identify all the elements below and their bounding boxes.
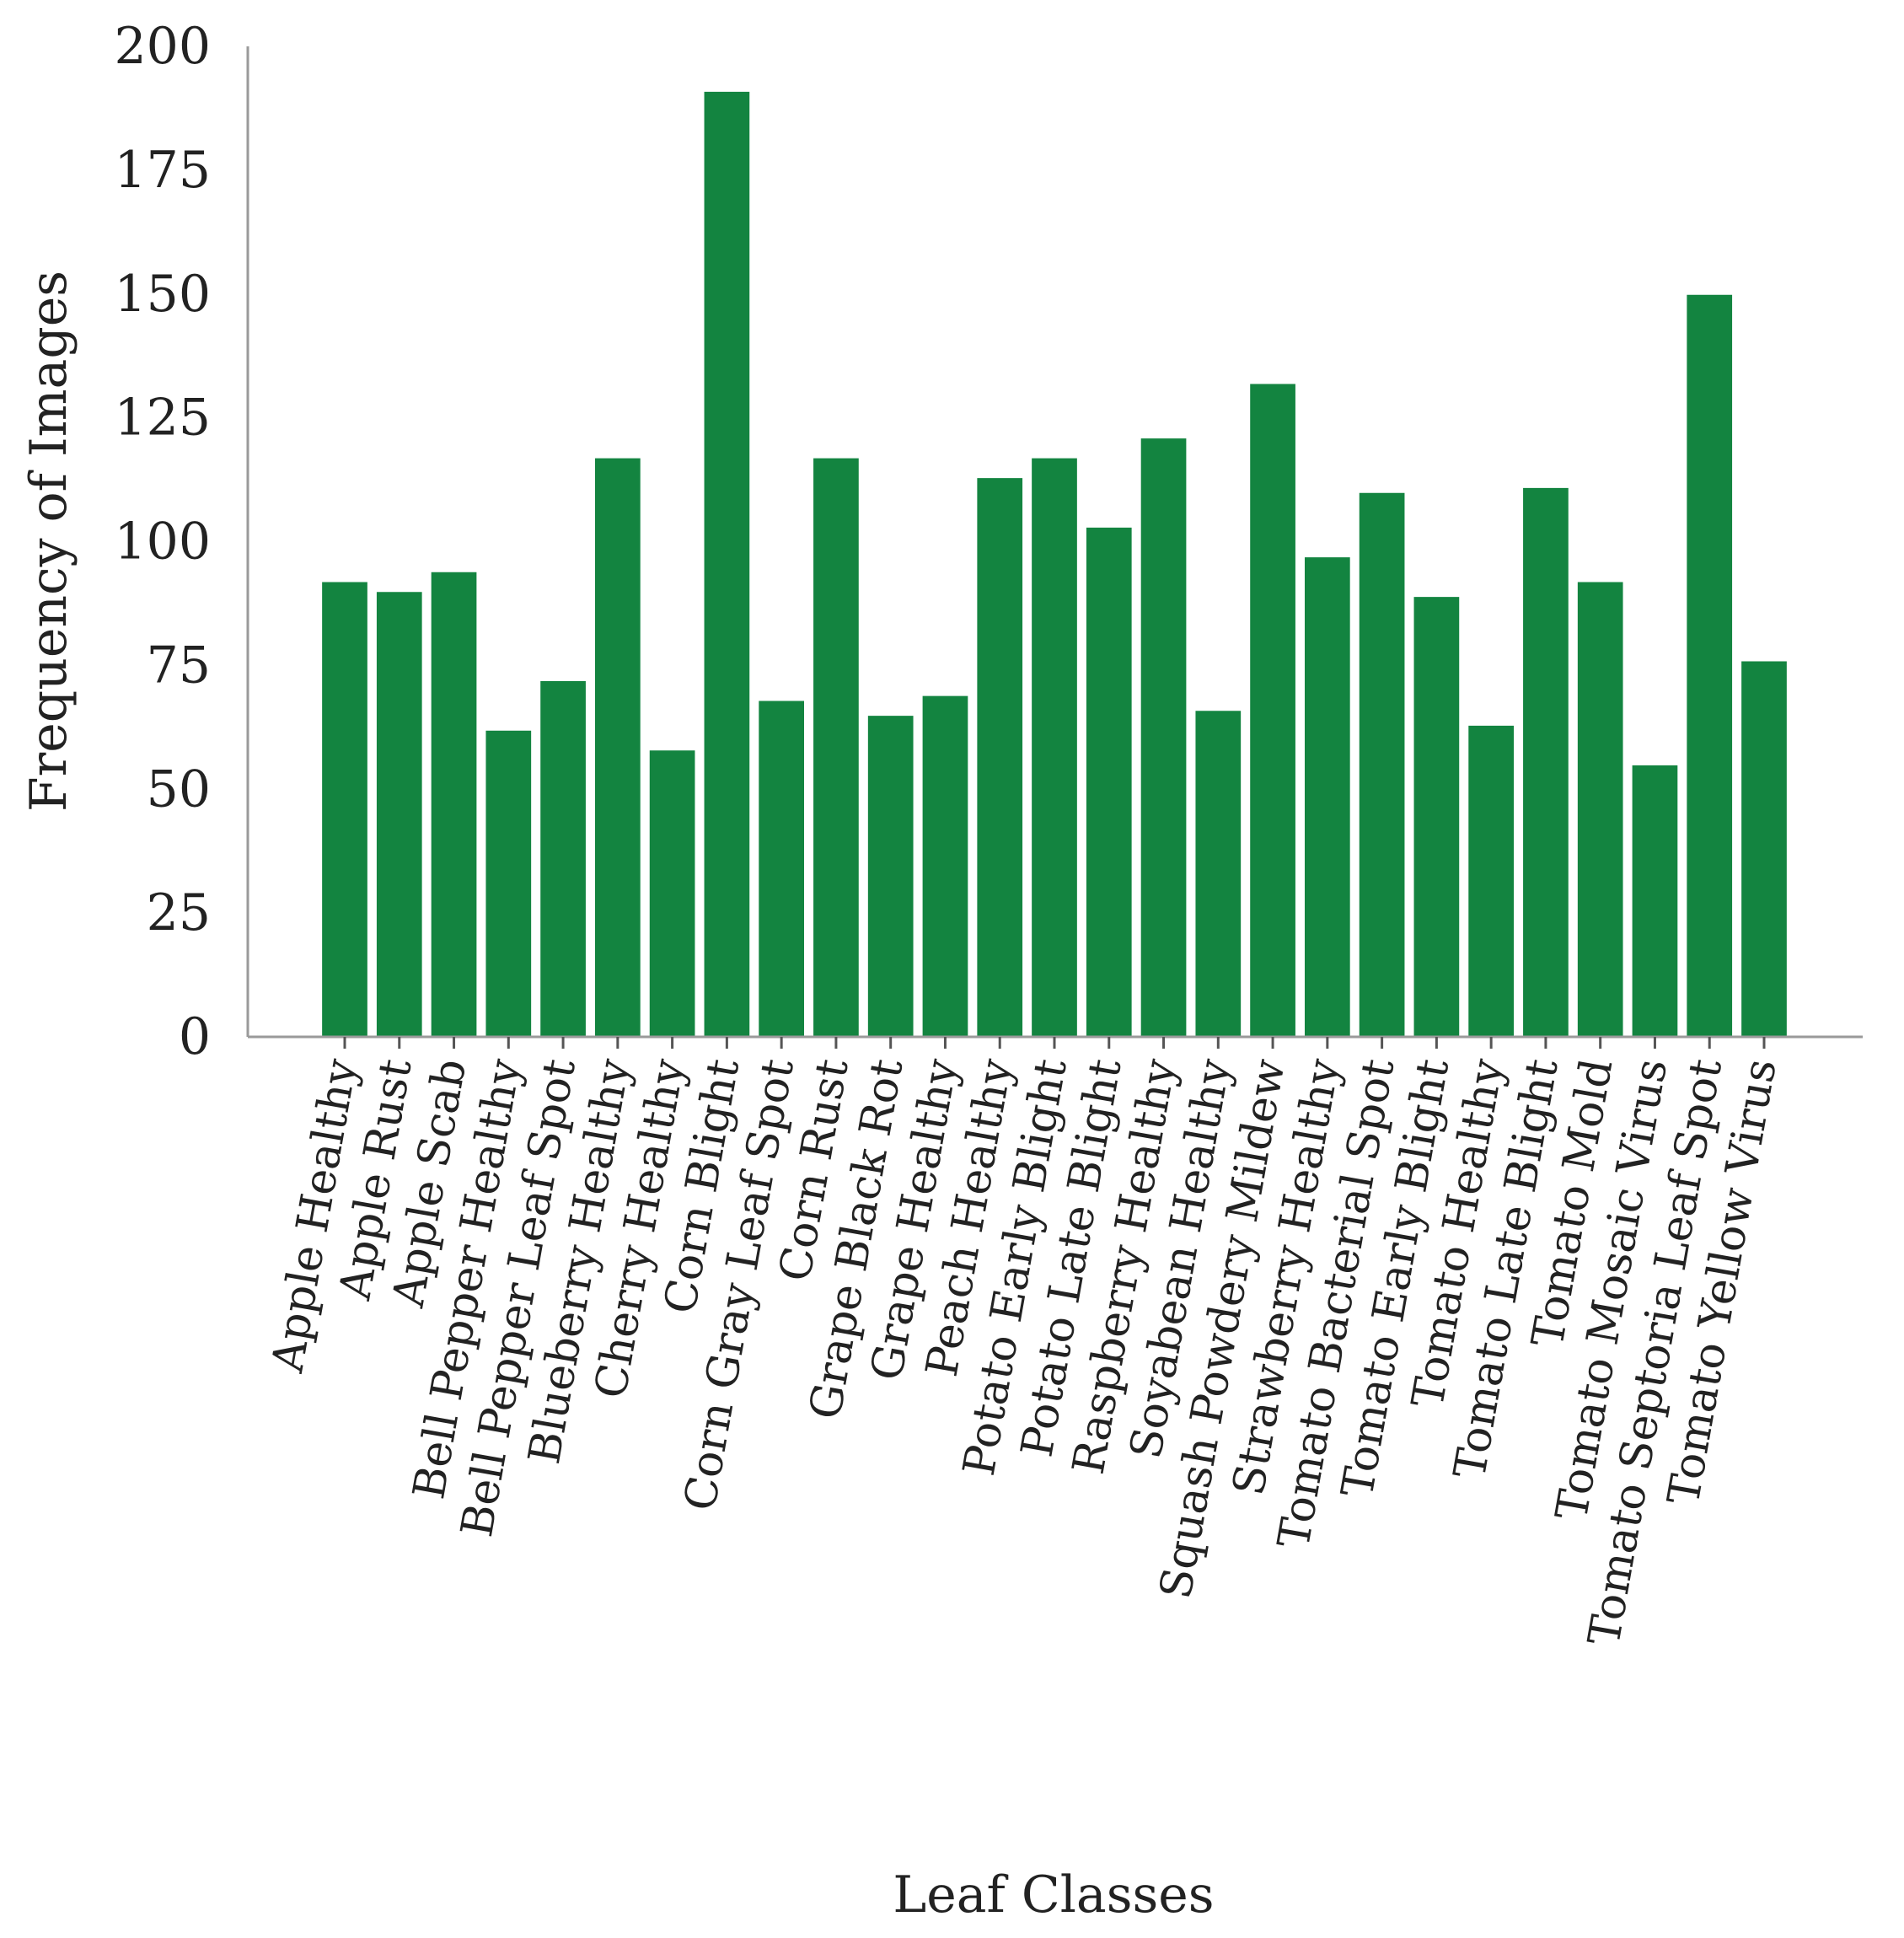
bar xyxy=(647,749,697,1038)
bar xyxy=(320,580,369,1038)
y-tick-label: 100 xyxy=(114,513,211,572)
bar xyxy=(1630,763,1680,1038)
bar xyxy=(975,476,1025,1038)
bar xyxy=(757,699,807,1038)
y-tick-label: 75 xyxy=(147,636,211,695)
bar xyxy=(429,570,479,1038)
bar xyxy=(1139,437,1188,1038)
bar xyxy=(374,590,424,1038)
bar xyxy=(1030,456,1079,1038)
x-axis-title: Leaf Classes xyxy=(893,1866,1214,1925)
y-tick-label: 175 xyxy=(114,141,211,200)
bar xyxy=(593,456,642,1038)
y-tick-label: 200 xyxy=(114,17,211,76)
bar xyxy=(484,728,534,1038)
bar xyxy=(1412,595,1462,1038)
y-tick-label: 150 xyxy=(114,265,211,324)
bar xyxy=(920,694,970,1038)
bar xyxy=(1740,659,1789,1038)
bar xyxy=(1248,382,1297,1038)
y-tick-label: 25 xyxy=(147,883,211,942)
y-tick-label: 50 xyxy=(147,760,211,819)
bar xyxy=(1193,709,1243,1038)
bar xyxy=(1575,580,1625,1038)
bar xyxy=(1302,556,1352,1038)
y-ticks-group: 0 25 50 75 100 125 150 175 200 xyxy=(114,17,211,1066)
bar xyxy=(539,679,587,1038)
bar xyxy=(1685,293,1735,1038)
y-tick-label: 0 xyxy=(179,1007,211,1066)
bar xyxy=(1357,491,1407,1038)
y-axis-title: Frequency of Images xyxy=(19,271,78,812)
bar xyxy=(1084,525,1134,1038)
bar xyxy=(812,456,861,1038)
bar xyxy=(702,89,752,1038)
y-tick-label: 125 xyxy=(114,389,211,448)
bar xyxy=(1467,723,1516,1038)
bars-group xyxy=(320,89,1789,1038)
bar xyxy=(866,714,915,1038)
bar xyxy=(1521,486,1570,1038)
